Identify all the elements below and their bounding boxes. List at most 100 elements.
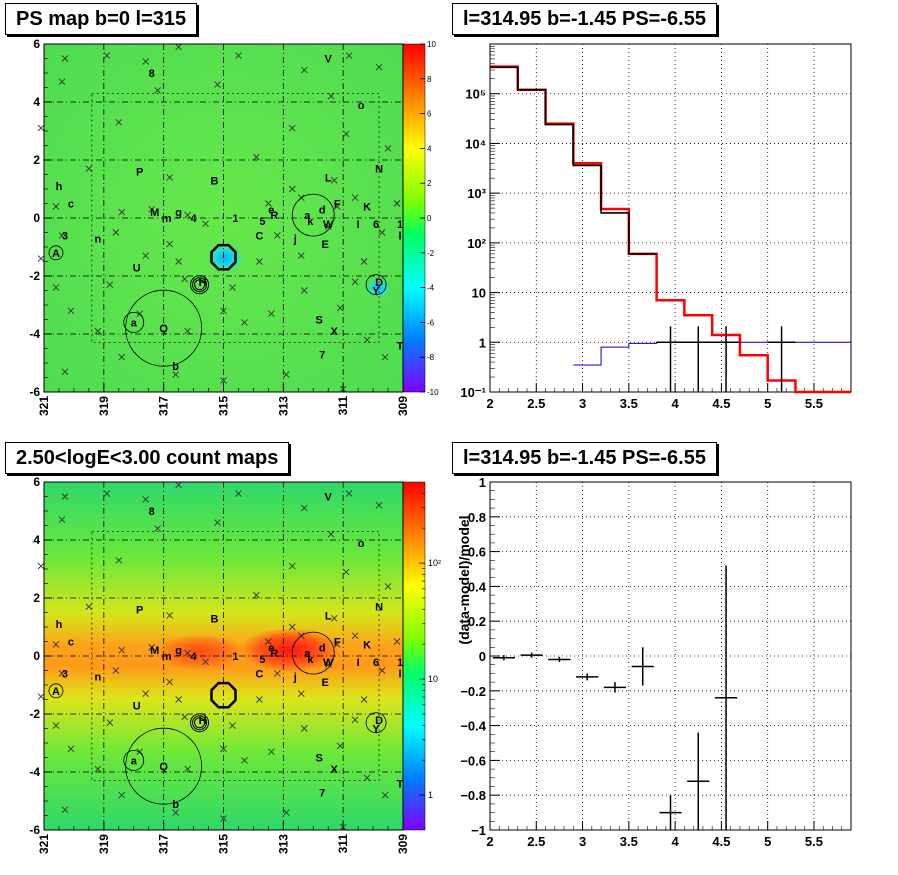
residual-title: l=314.95 b=-1.45 PS=-6.55 bbox=[452, 442, 717, 474]
source-marker bbox=[115, 118, 123, 126]
source-marker bbox=[268, 748, 275, 756]
source-label: a bbox=[304, 210, 311, 222]
source-marker bbox=[351, 632, 359, 640]
source-marker bbox=[256, 258, 263, 265]
source-marker bbox=[342, 130, 350, 138]
colorbar-tick-label: 6 bbox=[427, 110, 432, 119]
source-marker bbox=[118, 646, 126, 654]
source-marker bbox=[58, 516, 66, 524]
source-label: N bbox=[375, 164, 383, 176]
ring-small-s bbox=[123, 311, 145, 333]
source-marker bbox=[384, 583, 392, 590]
spectrum-title: l=314.95 b=-1.45 PS=-6.55 bbox=[452, 3, 717, 35]
source-marker bbox=[229, 284, 236, 291]
colorbar-tick-label: 10² bbox=[428, 558, 441, 568]
source-marker bbox=[61, 368, 69, 376]
source-marker bbox=[184, 211, 191, 219]
x-tick-label: 5 bbox=[764, 834, 771, 849]
y-tick-label: 10⁵ bbox=[465, 87, 486, 102]
source-label: H bbox=[199, 277, 207, 289]
source-marker bbox=[327, 530, 335, 538]
x-tick-label: 3 bbox=[579, 834, 586, 849]
source-label: 6 bbox=[373, 657, 379, 669]
source-label: 1 bbox=[397, 657, 403, 669]
y-tick-label: -6 bbox=[29, 823, 40, 837]
y-tick-label: -4 bbox=[29, 765, 40, 779]
x-tick-label: 3.5 bbox=[620, 396, 638, 411]
source-marker bbox=[345, 52, 353, 59]
source-marker bbox=[253, 591, 260, 599]
source-label: D bbox=[375, 715, 383, 727]
source-marker bbox=[118, 208, 126, 216]
x-tick-label: 2 bbox=[486, 834, 493, 849]
source-label: a bbox=[304, 648, 311, 660]
source-marker bbox=[67, 745, 75, 753]
source-marker bbox=[85, 165, 93, 173]
x-tick-label: 2 bbox=[486, 396, 493, 411]
x-tick-label: 2.5 bbox=[527, 834, 545, 849]
x-tick-label: 4.5 bbox=[712, 396, 730, 411]
source-label: o bbox=[358, 100, 365, 112]
source-marker bbox=[300, 725, 308, 732]
source-label: F bbox=[334, 199, 341, 211]
source-marker bbox=[378, 229, 386, 236]
y-tick-label: 6 bbox=[33, 37, 40, 51]
contour-y bbox=[194, 279, 206, 291]
colorbar-tick-label: -10 bbox=[427, 388, 439, 397]
source-label: 1 bbox=[232, 651, 238, 663]
roi-box bbox=[91, 92, 380, 344]
count-map-warm-region bbox=[155, 634, 245, 670]
x-tick-label: 5 bbox=[764, 396, 771, 411]
source-label: l bbox=[398, 230, 401, 242]
source-label: o bbox=[358, 538, 365, 550]
y-tick-label: 0 bbox=[479, 649, 486, 664]
y-tick-label: 0 bbox=[33, 649, 40, 663]
y-tick-label: 10⁻¹ bbox=[460, 385, 486, 400]
source-label: b bbox=[172, 799, 179, 811]
source-marker bbox=[103, 490, 111, 497]
spectrum-chart: 2 2.5 3 3.5 4 4.5 5 5.5 10⁻¹ 1 10 10² 10³ 10⁴ 10⁵ bbox=[460, 43, 852, 411]
ring-small-s bbox=[123, 750, 145, 771]
ring-f bbox=[291, 193, 335, 237]
source-label: I bbox=[357, 219, 360, 231]
residual-y-label: (data-model)/model bbox=[456, 515, 472, 644]
y-tick-label: −0.6 bbox=[460, 753, 486, 768]
x-tick-label: 309 bbox=[396, 834, 410, 854]
source-label: X bbox=[331, 764, 339, 776]
x-tick-label: 319 bbox=[97, 396, 111, 416]
source-label: S bbox=[316, 753, 323, 765]
x-tick-label: 317 bbox=[157, 834, 171, 854]
source-marker bbox=[118, 353, 126, 361]
ring-q bbox=[365, 712, 387, 734]
source-marker bbox=[37, 693, 45, 700]
count-map-title: 2.50<logE<3.00 count maps bbox=[5, 442, 290, 474]
source-marker bbox=[265, 200, 272, 207]
ps-map-title: PS map b=0 l=315 bbox=[5, 3, 198, 35]
source-label: K bbox=[363, 639, 371, 651]
x-tick-label: 315 bbox=[217, 396, 231, 416]
source-marker bbox=[214, 519, 221, 526]
source-marker bbox=[336, 304, 344, 312]
source-marker bbox=[241, 319, 248, 326]
x-tick-label: 5.5 bbox=[805, 834, 823, 849]
colorbar-tick-label: -6 bbox=[427, 318, 435, 327]
source-label: U bbox=[133, 700, 141, 712]
source-label: n bbox=[94, 671, 101, 683]
source-marker bbox=[142, 690, 150, 698]
source-marker bbox=[142, 58, 150, 65]
y-tick-label: 0 bbox=[33, 211, 40, 225]
source-marker bbox=[288, 562, 296, 570]
source-marker bbox=[360, 696, 368, 703]
source-marker bbox=[345, 490, 353, 497]
source-label: c bbox=[68, 199, 74, 211]
source-label: h bbox=[56, 181, 63, 193]
source-label: E bbox=[322, 239, 329, 251]
contour-y bbox=[190, 713, 210, 733]
y-tick-label: -2 bbox=[29, 707, 40, 721]
source-label: a bbox=[131, 317, 138, 329]
colorbar-tick-label: -2 bbox=[427, 249, 435, 258]
source-marker bbox=[175, 481, 182, 489]
source-marker bbox=[52, 203, 60, 210]
source-label: n bbox=[94, 233, 101, 245]
source-marker bbox=[381, 353, 389, 361]
